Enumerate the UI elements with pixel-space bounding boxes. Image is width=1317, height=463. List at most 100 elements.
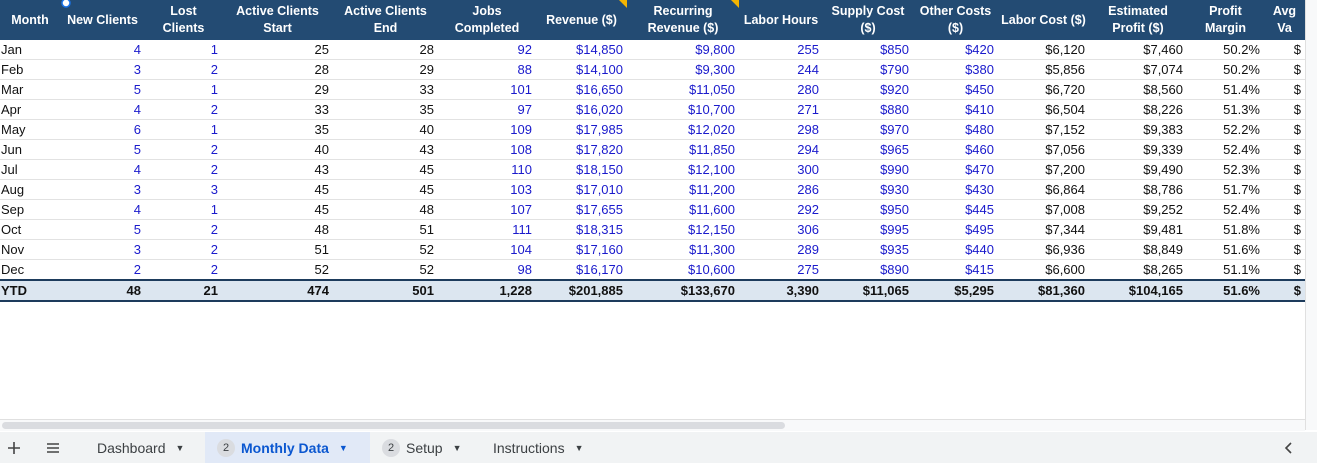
cell[interactable]: 1,228 xyxy=(438,279,536,302)
cell[interactable]: $970 xyxy=(823,119,913,140)
cell[interactable]: $6,504 xyxy=(998,99,1089,120)
cell[interactable]: $11,300 xyxy=(627,239,739,260)
cell[interactable]: $790 xyxy=(823,59,913,80)
cell[interactable]: $17,010 xyxy=(536,179,627,200)
cell[interactable]: 2 xyxy=(145,259,222,281)
row-label[interactable]: Nov xyxy=(0,239,60,260)
cell[interactable]: 33 xyxy=(333,79,438,100)
cell[interactable]: 33 xyxy=(222,99,333,120)
cell[interactable]: 21 xyxy=(145,279,222,302)
cell[interactable]: $9,383 xyxy=(1089,119,1187,140)
cell[interactable]: 28 xyxy=(222,59,333,80)
cell[interactable]: $7,074 xyxy=(1089,59,1187,80)
cell[interactable]: 300 xyxy=(739,159,823,180)
cell[interactable]: 4 xyxy=(60,99,145,120)
tab-menu-arrow[interactable]: ▼ xyxy=(175,442,185,453)
cell[interactable]: $990 xyxy=(823,159,913,180)
vertical-scrollbar[interactable] xyxy=(1305,0,1317,430)
cell[interactable]: 51 xyxy=(222,239,333,260)
cell[interactable]: 1 xyxy=(145,40,222,60)
cell[interactable]: $11,600 xyxy=(627,199,739,220)
row-label[interactable]: YTD xyxy=(0,279,60,302)
cell[interactable]: 2 xyxy=(145,219,222,240)
cell[interactable]: $201,885 xyxy=(536,279,627,302)
cell[interactable]: 40 xyxy=(333,119,438,140)
cell[interactable]: 5 xyxy=(60,139,145,160)
cell[interactable]: 271 xyxy=(739,99,823,120)
cell[interactable]: $8,849 xyxy=(1089,239,1187,260)
cell[interactable]: $440 xyxy=(913,239,998,260)
cell[interactable]: 51.6% xyxy=(1187,279,1264,302)
cell[interactable]: $ xyxy=(1264,59,1305,80)
cell[interactable]: 289 xyxy=(739,239,823,260)
cell[interactable]: $480 xyxy=(913,119,998,140)
cell[interactable]: $18,150 xyxy=(536,159,627,180)
cell[interactable]: 35 xyxy=(222,119,333,140)
cell[interactable]: $6,864 xyxy=(998,179,1089,200)
cell[interactable]: 28 xyxy=(333,40,438,60)
cell[interactable]: $5,856 xyxy=(998,59,1089,80)
all-sheets-button[interactable] xyxy=(45,440,61,456)
cell[interactable]: $17,985 xyxy=(536,119,627,140)
cell[interactable]: 92 xyxy=(438,40,536,60)
cell[interactable]: 35 xyxy=(333,99,438,120)
row-label[interactable]: Oct xyxy=(0,219,60,240)
cell[interactable]: 97 xyxy=(438,99,536,120)
cell[interactable]: 25 xyxy=(222,40,333,60)
cell[interactable]: 294 xyxy=(739,139,823,160)
cell[interactable]: 6 xyxy=(60,119,145,140)
cell[interactable]: $410 xyxy=(913,99,998,120)
cell[interactable]: $5,295 xyxy=(913,279,998,302)
cell[interactable]: 306 xyxy=(739,219,823,240)
cell[interactable]: $9,481 xyxy=(1089,219,1187,240)
cell[interactable]: $9,490 xyxy=(1089,159,1187,180)
cell[interactable]: $9,800 xyxy=(627,40,739,60)
cell[interactable]: 88 xyxy=(438,59,536,80)
cell[interactable]: 51.6% xyxy=(1187,239,1264,260)
cell[interactable]: 1 xyxy=(145,119,222,140)
cell[interactable]: $7,008 xyxy=(998,199,1089,220)
cell[interactable]: 51.8% xyxy=(1187,219,1264,240)
cell[interactable]: 2 xyxy=(145,139,222,160)
cell[interactable]: 5 xyxy=(60,219,145,240)
cell[interactable]: 48 xyxy=(222,219,333,240)
cell[interactable]: 51.7% xyxy=(1187,179,1264,200)
cell[interactable]: $8,786 xyxy=(1089,179,1187,200)
cell[interactable]: 3 xyxy=(145,179,222,200)
cell[interactable]: 107 xyxy=(438,199,536,220)
cell[interactable]: $17,655 xyxy=(536,199,627,220)
row-label[interactable]: Jun xyxy=(0,139,60,160)
row-label[interactable]: Jul xyxy=(0,159,60,180)
cell[interactable]: $11,200 xyxy=(627,179,739,200)
row-label[interactable]: Feb xyxy=(0,59,60,80)
cell[interactable]: $9,300 xyxy=(627,59,739,80)
cell[interactable]: $ xyxy=(1264,179,1305,200)
cell[interactable]: $81,360 xyxy=(998,279,1089,302)
cell[interactable]: 52.4% xyxy=(1187,139,1264,160)
cell[interactable]: $445 xyxy=(913,199,998,220)
cell[interactable]: $995 xyxy=(823,219,913,240)
cell[interactable]: $9,339 xyxy=(1089,139,1187,160)
cell[interactable]: $133,670 xyxy=(627,279,739,302)
cell[interactable]: $8,226 xyxy=(1089,99,1187,120)
row-label[interactable]: Apr xyxy=(0,99,60,120)
cell[interactable]: 1 xyxy=(145,199,222,220)
cell[interactable]: 51 xyxy=(333,219,438,240)
cell[interactable]: 101 xyxy=(438,79,536,100)
cell[interactable]: 104 xyxy=(438,239,536,260)
cell[interactable]: 40 xyxy=(222,139,333,160)
row-label[interactable]: Aug xyxy=(0,179,60,200)
cell[interactable]: $18,315 xyxy=(536,219,627,240)
cell[interactable]: $ xyxy=(1264,219,1305,240)
cell[interactable]: $8,560 xyxy=(1089,79,1187,100)
cell[interactable]: $950 xyxy=(823,199,913,220)
cell[interactable]: $965 xyxy=(823,139,913,160)
cell[interactable]: 45 xyxy=(333,159,438,180)
cell[interactable]: 43 xyxy=(333,139,438,160)
cell[interactable]: $16,650 xyxy=(536,79,627,100)
cell[interactable]: $ xyxy=(1264,279,1305,302)
cell[interactable]: 109 xyxy=(438,119,536,140)
cell[interactable]: 280 xyxy=(739,79,823,100)
cell[interactable]: $8,265 xyxy=(1089,259,1187,281)
cell[interactable]: 1 xyxy=(145,79,222,100)
